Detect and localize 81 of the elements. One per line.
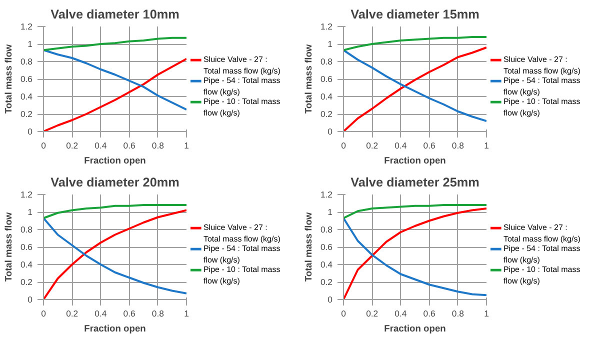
x-tick-label: 1 (184, 308, 190, 318)
y-tick-label: 1 (28, 39, 33, 49)
x-tick-label: 0.8 (452, 140, 464, 150)
y-tick-label: 0.2 (320, 277, 333, 287)
y-tick-label: 0.4 (20, 92, 33, 102)
y-tick-label: 0.2 (320, 109, 333, 119)
line-series (344, 204, 486, 220)
legend-label: Pipe - 10 : Total mass flow (kg/s) (203, 96, 280, 118)
x-axis-title: Fraction open (84, 156, 146, 166)
x-tick-label: 1 (484, 308, 490, 318)
y-tick-label: 0.8 (320, 56, 333, 66)
x-tick-label: 0.6 (123, 308, 136, 318)
y-tick-label: 0.6 (320, 74, 333, 84)
y-axis-title: Total mass flow (303, 212, 314, 282)
x-tick-label: 0.2 (66, 308, 78, 318)
y-tick-label: 1 (28, 207, 33, 217)
legend-label: Sluice Valve - 27 : Total mass flow (kg/s) (503, 54, 581, 76)
chart-title: Valve diameter 10mm (50, 8, 180, 22)
y-tick-label: 0.6 (20, 242, 33, 252)
x-tick-label: 0.2 (366, 140, 378, 150)
x-axis-title: Fraction open (84, 324, 146, 334)
x-tick-label: 0 (341, 140, 346, 150)
y-axis-title: Total mass flow (3, 44, 14, 114)
y-axis-title: Total mass flow (303, 44, 314, 114)
x-tick-label: 0.2 (66, 140, 78, 150)
y-tick-label: 0.2 (20, 277, 33, 287)
y-tick-label: 1.2 (20, 22, 33, 32)
y-tick-label: 0.4 (320, 92, 333, 102)
line-series (44, 204, 186, 220)
chart-title: Valve diameter 15mm (350, 8, 480, 22)
legend-label: Pipe - 54 : Total mass flow (kg/s) (503, 76, 580, 97)
y-tick-label: 1 (328, 39, 333, 49)
legend-label: Pipe - 54 : Total mass flow (kg/s) (503, 244, 580, 265)
y-axis-title: Total mass flow (3, 212, 14, 282)
y-tick-label: 0 (328, 294, 333, 304)
y-tick-label: 0 (28, 126, 33, 136)
y-tick-label: 0.6 (20, 74, 33, 84)
y-tick-label: 0 (328, 126, 333, 136)
legend-label: Pipe - 54 : Total mass flow (kg/s) (203, 244, 280, 265)
legend-label: Pipe - 54 : Total mass flow (kg/s) (203, 76, 280, 97)
line-series (44, 36, 186, 52)
x-tick-label: 0.4 (94, 140, 107, 150)
chart-title: Valve diameter 25mm (350, 176, 480, 190)
line-series (344, 36, 486, 52)
x-tick-label: 0.6 (123, 140, 136, 150)
y-tick-label: 0.8 (20, 56, 33, 66)
legend-label: Sluice Valve - 27 : Total mass flow (kg/s) (203, 54, 281, 76)
x-tick-label: 0 (341, 308, 346, 318)
line-series (44, 49, 186, 111)
y-tick-label: 1.2 (20, 190, 33, 200)
legend-label: Sluice Valve - 27 : Total mass flow (kg/s) (503, 222, 581, 244)
x-tick-label: 0.4 (94, 308, 107, 318)
legend-label: Pipe - 10 : Total mass flow (kg/s) (503, 264, 580, 286)
x-tick-label: 1 (484, 140, 490, 150)
x-axis-title: Fraction open (384, 324, 446, 334)
y-tick-label: 1 (328, 207, 333, 217)
x-tick-label: 0.8 (152, 308, 164, 318)
x-tick-label: 1 (184, 140, 190, 150)
x-tick-label: 0.4 (394, 308, 407, 318)
y-tick-label: 0.8 (20, 224, 33, 234)
y-tick-label: 0.8 (320, 224, 333, 234)
y-tick-label: 1.2 (320, 22, 333, 32)
y-tick-label: 0 (28, 294, 33, 304)
x-tick-label: 0 (41, 140, 46, 150)
x-axis-title: Fraction open (384, 156, 446, 166)
y-tick-label: 0.4 (20, 260, 33, 270)
x-tick-label: 0.8 (452, 308, 464, 318)
x-tick-label: 0 (41, 308, 46, 318)
y-tick-label: 0.2 (20, 109, 33, 119)
legend-label: Pipe - 10 : Total mass flow (kg/s) (203, 264, 280, 286)
x-tick-label: 0.6 (423, 308, 436, 318)
x-tick-label: 0.8 (152, 140, 164, 150)
legend-label: Sluice Valve - 27 : Total mass flow (kg/s) (203, 222, 281, 244)
legend-label: Pipe - 10 : Total mass flow (kg/s) (503, 96, 580, 118)
y-tick-label: 1.2 (320, 190, 333, 200)
x-tick-label: 0.4 (394, 140, 407, 150)
x-tick-label: 0.6 (423, 140, 436, 150)
chart-title: Valve diameter 20mm (50, 176, 180, 190)
x-tick-label: 0.2 (366, 308, 378, 318)
y-tick-label: 0.6 (320, 242, 333, 252)
y-tick-label: 0.4 (320, 260, 333, 270)
